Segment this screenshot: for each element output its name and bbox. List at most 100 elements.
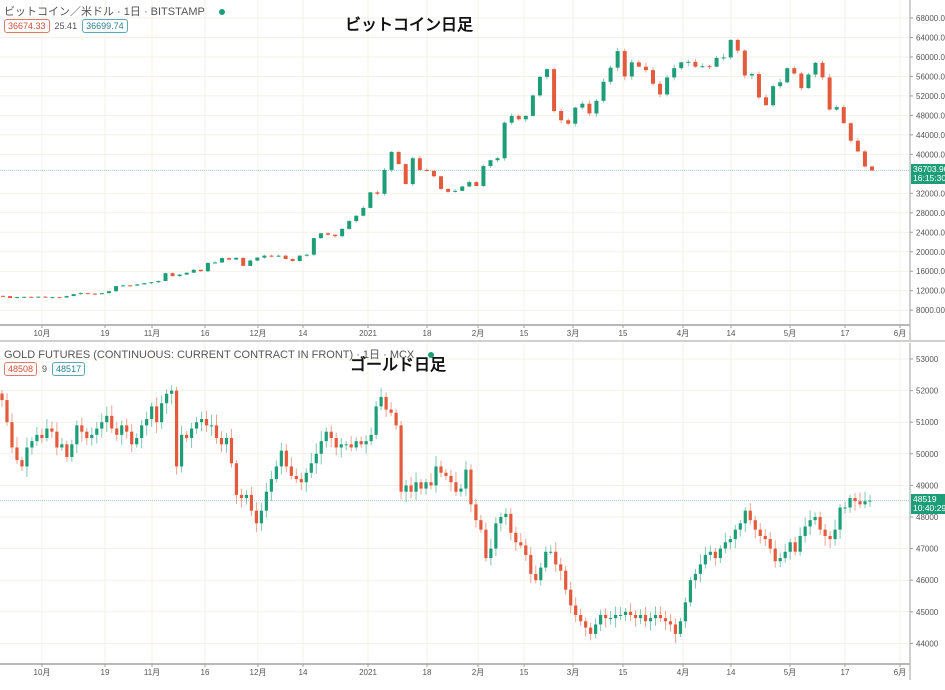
- candle-body: [45, 428, 49, 438]
- candle-body: [618, 614, 623, 616]
- candle: [424, 478, 428, 495]
- candle-body: [424, 482, 428, 489]
- candle-body: [446, 188, 451, 192]
- candle-body: [64, 296, 69, 298]
- candle-body: [149, 282, 154, 284]
- candle-body: [658, 614, 663, 619]
- candle-body: [299, 479, 303, 483]
- candle: [494, 517, 498, 557]
- candle: [713, 547, 717, 566]
- candle-body: [65, 444, 69, 457]
- candle: [150, 402, 154, 427]
- candle-body: [227, 258, 232, 260]
- candle-body: [165, 393, 169, 404]
- price-tick-label: 51000: [916, 418, 939, 427]
- candle-body: [35, 434, 39, 442]
- candle-body: [294, 475, 298, 480]
- candle: [580, 101, 585, 110]
- candle: [403, 163, 408, 185]
- candle-body: [803, 526, 807, 536]
- candle: [30, 437, 34, 455]
- candle: [559, 557, 563, 581]
- candle-body: [439, 176, 444, 189]
- candle: [678, 617, 683, 638]
- candle: [382, 168, 387, 196]
- candle: [599, 609, 603, 632]
- candle: [325, 232, 330, 236]
- candle: [748, 503, 752, 525]
- candle-body: [379, 396, 383, 407]
- candle-body: [693, 61, 698, 67]
- candle: [135, 433, 139, 448]
- candle-body: [368, 192, 373, 208]
- candle-body: [643, 614, 648, 622]
- price-tick-label: 49000: [916, 481, 939, 490]
- candle-body: [688, 580, 693, 603]
- candle-body: [354, 441, 358, 448]
- candle-body: [454, 482, 458, 492]
- candle: [703, 546, 707, 569]
- candle-body: [768, 539, 772, 549]
- candle: [504, 508, 508, 525]
- candle: [439, 175, 444, 190]
- candle-body: [792, 68, 797, 74]
- candle: [589, 622, 593, 641]
- candle: [0, 390, 4, 407]
- candle: [834, 105, 839, 111]
- candle: [99, 292, 104, 295]
- candle: [95, 421, 99, 444]
- candle-body: [229, 438, 234, 464]
- candle-body: [60, 444, 64, 448]
- candle-body: [283, 255, 288, 260]
- candle: [334, 432, 338, 456]
- candle-body: [90, 434, 94, 438]
- candle-body: [756, 74, 761, 98]
- candle-body: [297, 255, 302, 262]
- candle-body: [364, 441, 368, 445]
- candle: [530, 94, 535, 117]
- candle: [668, 613, 673, 632]
- candle: [764, 94, 769, 107]
- candle-body: [419, 482, 423, 489]
- market-status-dot-icon: [218, 9, 225, 16]
- candle: [858, 492, 862, 509]
- candle: [55, 422, 59, 456]
- candle: [115, 421, 119, 441]
- candle: [444, 468, 448, 481]
- gold-value-1: 48508: [4, 362, 38, 376]
- candle: [396, 151, 401, 165]
- time-tick-label: 14: [727, 668, 736, 677]
- candle-body: [870, 166, 874, 171]
- candle-body: [439, 466, 443, 473]
- candle-body: [100, 422, 104, 429]
- candle-body: [80, 425, 84, 432]
- candle: [375, 190, 380, 196]
- price-tick-label: 64000.00: [916, 33, 945, 42]
- candle-body: [700, 66, 705, 68]
- candle: [756, 71, 761, 100]
- candle-body: [713, 551, 717, 559]
- candle-body: [753, 520, 757, 530]
- candle-body: [318, 233, 323, 239]
- candle-body: [284, 450, 288, 467]
- candle-body: [601, 81, 606, 101]
- candle-body: [855, 140, 860, 152]
- candle: [194, 416, 199, 434]
- candle-body: [723, 542, 727, 549]
- candle: [15, 296, 20, 299]
- time-tick-label: 16: [201, 668, 210, 677]
- time-tick-label: 6月: [894, 329, 906, 338]
- candle-body: [799, 73, 804, 89]
- btc-last-price: 36703.90: [913, 164, 945, 174]
- candle: [340, 227, 345, 238]
- candle-body: [808, 520, 812, 527]
- candle: [594, 618, 598, 639]
- candle: [399, 421, 403, 500]
- candle: [409, 477, 413, 499]
- candle-body: [793, 542, 797, 552]
- candle-body: [349, 444, 353, 448]
- candle-body: [828, 535, 832, 540]
- candle-body: [648, 618, 653, 622]
- candle: [643, 62, 648, 73]
